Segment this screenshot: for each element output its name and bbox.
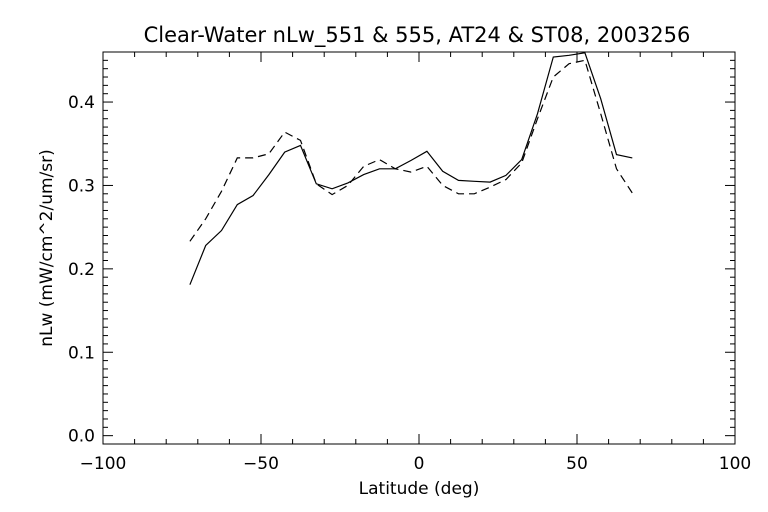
series-layer [189, 52, 633, 285]
x-tick-label: −100 [80, 454, 127, 474]
series-1-solid-line [189, 52, 633, 285]
x-tick-label: 0 [414, 454, 425, 474]
y-tick-label: 0.1 [68, 343, 95, 363]
y-tick-label: 0.4 [68, 93, 95, 113]
plot-frame [102, 51, 736, 445]
chart-title: Clear-Water nLw_551 & 555, AT24 & ST08, … [144, 23, 691, 48]
x-axis-label: Latitude (deg) [359, 479, 480, 499]
x-tick-label: 100 [719, 454, 751, 474]
y-tick-label: 0.3 [68, 176, 95, 196]
axis-ticks [102, 52, 736, 444]
x-tick-label: 50 [566, 454, 588, 474]
x-tick-label: −50 [243, 454, 279, 474]
series-2-dashed-line [189, 59, 633, 242]
y-axis-label: nLw (mW/cm^2/um/sr) [37, 149, 57, 347]
y-tick-label: 0.0 [68, 427, 95, 447]
y-tick-label: 0.2 [68, 260, 95, 280]
tick-labels: −100 −50 0 50 100 0.0 0.1 0.2 0.3 0.4 [68, 93, 751, 474]
